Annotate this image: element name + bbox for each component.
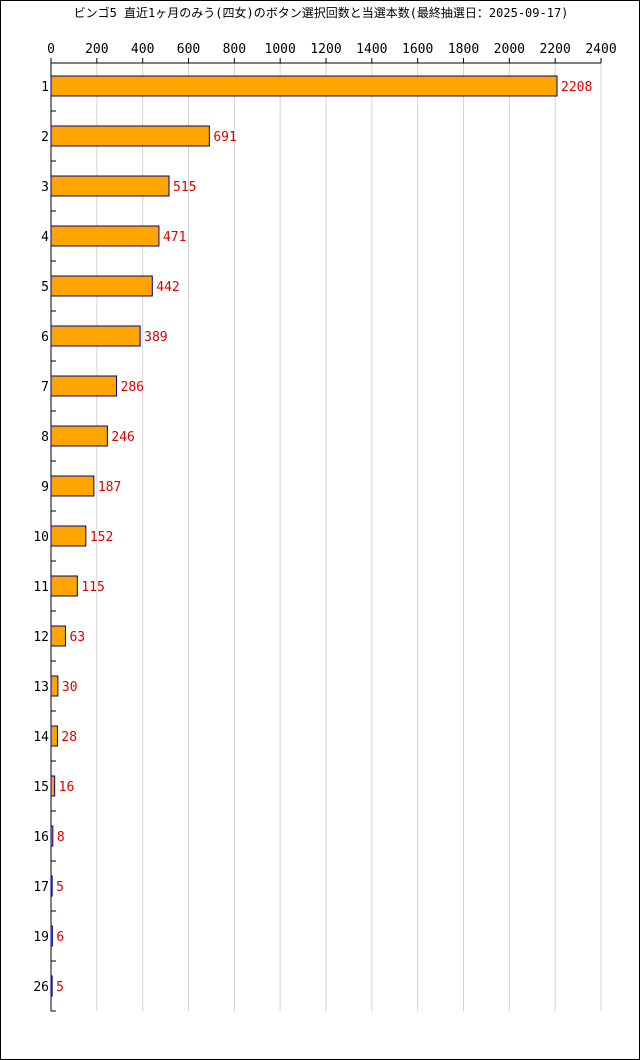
data-label: 152 xyxy=(90,530,113,545)
y-tick-label: 11 xyxy=(33,580,49,595)
bar xyxy=(50,75,558,97)
y-tick-label: 13 xyxy=(33,680,49,695)
bar xyxy=(50,275,153,297)
data-label: 63 xyxy=(69,630,85,645)
x-tick-label: 1800 xyxy=(448,42,479,57)
y-tick-label: 4 xyxy=(41,230,49,245)
y-tick-label: 5 xyxy=(41,280,49,295)
data-label: 442 xyxy=(156,280,179,295)
x-tick-label: 200 xyxy=(85,42,108,57)
data-label: 5 xyxy=(56,880,64,895)
y-tick-label: 6 xyxy=(41,330,49,345)
data-label: 30 xyxy=(62,680,78,695)
data-label: 389 xyxy=(144,330,167,345)
y-tick-label: 26 xyxy=(33,980,49,995)
bar xyxy=(50,625,66,647)
bar xyxy=(50,425,108,447)
bar xyxy=(50,125,210,147)
y-tick-label: 17 xyxy=(33,880,49,895)
y-tick-label: 7 xyxy=(41,380,49,395)
data-label: 115 xyxy=(81,580,104,595)
bar xyxy=(50,875,53,897)
bar xyxy=(50,325,141,347)
x-tick-label: 2000 xyxy=(494,42,525,57)
bar xyxy=(50,675,59,697)
x-tick-label: 400 xyxy=(131,42,154,57)
bar xyxy=(50,725,58,747)
bar xyxy=(50,575,78,597)
y-tick-label: 16 xyxy=(33,830,49,845)
y-tick-label: 3 xyxy=(41,180,49,195)
y-tick-label: 15 xyxy=(33,780,49,795)
x-tick-label: 800 xyxy=(223,42,246,57)
x-tick-label: 1000 xyxy=(265,42,296,57)
y-tick-label: 12 xyxy=(33,630,49,645)
bar xyxy=(50,225,160,247)
x-tick-label: 600 xyxy=(177,42,200,57)
y-tick-label: 2 xyxy=(41,130,49,145)
data-label: 28 xyxy=(61,730,77,745)
data-label: 6 xyxy=(56,930,64,945)
chart-title: ビンゴ5 直近1ヶ月のみう(四女)のボタン選択回数と当選本数(最終抽選日：202… xyxy=(73,6,569,20)
bar xyxy=(50,775,56,797)
data-label: 246 xyxy=(111,430,134,445)
data-label: 187 xyxy=(98,480,121,495)
x-tick-label: 0 xyxy=(47,42,55,57)
bar xyxy=(50,175,170,197)
data-label: 471 xyxy=(163,230,186,245)
y-tick-label: 19 xyxy=(33,930,49,945)
bar xyxy=(50,925,53,947)
y-tick-label: 1 xyxy=(41,80,49,95)
data-label: 2208 xyxy=(561,80,592,95)
bar xyxy=(50,375,118,397)
y-tick-label: 8 xyxy=(41,430,49,445)
x-tick-label: 2200 xyxy=(540,42,571,57)
data-label: 8 xyxy=(57,830,65,845)
data-label: 515 xyxy=(173,180,196,195)
bar xyxy=(50,975,53,997)
data-label: 16 xyxy=(59,780,75,795)
bar xyxy=(50,475,95,497)
y-tick-label: 9 xyxy=(41,480,49,495)
data-label: 286 xyxy=(121,380,144,395)
data-label: 691 xyxy=(213,130,236,145)
x-tick-label: 1400 xyxy=(356,42,387,57)
x-tick-label: 1200 xyxy=(310,42,341,57)
data-label: 5 xyxy=(56,980,64,995)
bar xyxy=(50,525,87,547)
y-tick-label: 14 xyxy=(33,730,49,745)
bar xyxy=(50,825,54,847)
y-tick-label: 10 xyxy=(33,530,49,545)
x-tick-label: 1600 xyxy=(402,42,433,57)
x-tick-label: 2400 xyxy=(585,42,616,57)
